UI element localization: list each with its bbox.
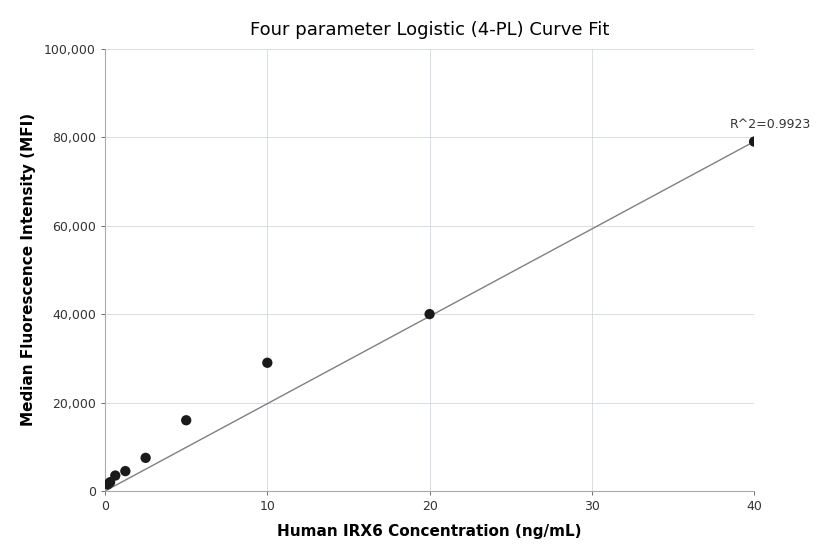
Point <box>260 358 274 367</box>
Y-axis label: Median Fluorescence Intensity (MFI): Median Fluorescence Intensity (MFI) <box>21 113 36 426</box>
Point <box>180 416 193 424</box>
Point <box>139 454 152 463</box>
Point <box>103 478 116 487</box>
Point <box>423 310 436 319</box>
X-axis label: Human IRX6 Concentration (ng/mL): Human IRX6 Concentration (ng/mL) <box>277 524 582 539</box>
Point <box>101 480 114 489</box>
Point <box>747 137 760 146</box>
Text: R^2=0.9923: R^2=0.9923 <box>730 118 811 130</box>
Title: Four parameter Logistic (4-PL) Curve Fit: Four parameter Logistic (4-PL) Curve Fit <box>250 21 609 39</box>
Point <box>109 471 122 480</box>
Point <box>119 466 132 475</box>
